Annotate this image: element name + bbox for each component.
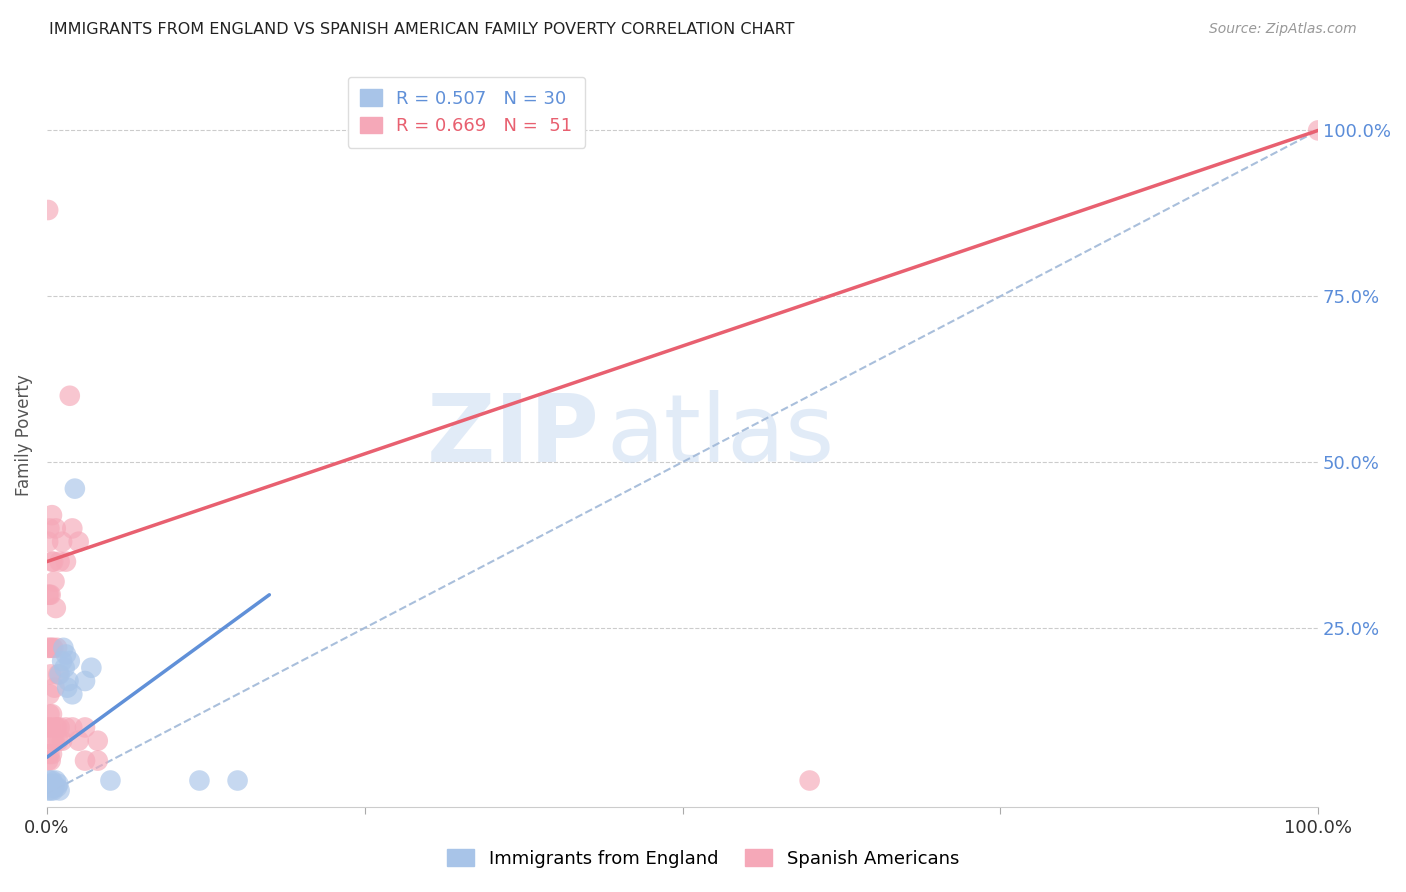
Point: [226, 773, 249, 788]
Point: [46, 721, 69, 735]
Point: [51, 654, 73, 668]
Point: [59, 654, 82, 668]
Point: [42, 783, 65, 797]
Point: [39, 754, 62, 768]
Point: [51, 733, 73, 747]
Point: [42, 555, 65, 569]
Point: [67, 733, 90, 747]
Point: [48, 555, 70, 569]
Point: [38, 521, 60, 535]
Text: ZIP: ZIP: [427, 390, 600, 482]
Point: [38, 588, 60, 602]
Point: [37, 780, 59, 794]
Point: [37, 783, 59, 797]
Point: [100, 773, 122, 788]
Point: [38, 780, 60, 794]
Point: [39, 777, 62, 791]
Text: atlas: atlas: [606, 390, 835, 482]
Point: [41, 747, 63, 761]
Point: [44, 681, 66, 695]
Point: [39, 783, 62, 797]
Point: [45, 601, 67, 615]
Point: [80, 661, 103, 675]
Y-axis label: Family Poverty: Family Poverty: [15, 375, 32, 497]
Point: [55, 648, 77, 662]
Point: [41, 555, 63, 569]
Text: IMMIGRANTS FROM ENGLAND VS SPANISH AMERICAN FAMILY POVERTY CORRELATION CHART: IMMIGRANTS FROM ENGLAND VS SPANISH AMERI…: [49, 22, 794, 37]
Point: [55, 555, 77, 569]
Point: [44, 780, 66, 794]
Point: [38, 640, 60, 655]
Point: [37, 202, 59, 217]
Point: [46, 733, 69, 747]
Point: [39, 721, 62, 735]
Point: [46, 667, 69, 681]
Legend: R = 0.507   N = 30, R = 0.669   N =  51: R = 0.507 N = 30, R = 0.669 N = 51: [347, 77, 585, 148]
Point: [45, 773, 67, 788]
Point: [1308, 123, 1330, 137]
Point: [73, 754, 96, 768]
Point: [48, 783, 70, 797]
Point: [188, 773, 211, 788]
Point: [37, 534, 59, 549]
Point: [42, 777, 65, 791]
Point: [53, 661, 76, 675]
Point: [38, 707, 60, 722]
Point: [45, 521, 67, 535]
Point: [59, 389, 82, 403]
Point: [67, 534, 90, 549]
Point: [58, 673, 80, 688]
Point: [42, 733, 65, 747]
Point: [37, 721, 59, 735]
Point: [41, 780, 63, 794]
Point: [73, 673, 96, 688]
Point: [37, 588, 59, 602]
Point: [37, 754, 59, 768]
Point: [42, 640, 65, 655]
Point: [44, 574, 66, 589]
Point: [51, 534, 73, 549]
Point: [60, 721, 83, 735]
Point: [38, 687, 60, 701]
Point: [38, 773, 60, 788]
Point: [38, 747, 60, 761]
Point: [41, 640, 63, 655]
Point: [45, 721, 67, 735]
Point: [55, 721, 77, 735]
Point: [46, 640, 69, 655]
Point: [87, 733, 110, 747]
Point: [41, 773, 63, 788]
Point: [48, 721, 70, 735]
Point: [52, 640, 75, 655]
Point: [63, 482, 86, 496]
Legend: Immigrants from England, Spanish Americans: Immigrants from England, Spanish America…: [436, 838, 970, 879]
Point: [46, 780, 69, 794]
Point: [44, 733, 66, 747]
Point: [37, 640, 59, 655]
Point: [799, 773, 821, 788]
Point: [46, 777, 69, 791]
Point: [87, 754, 110, 768]
Point: [41, 508, 63, 523]
Point: [73, 721, 96, 735]
Text: Source: ZipAtlas.com: Source: ZipAtlas.com: [1209, 22, 1357, 37]
Point: [60, 687, 83, 701]
Point: [39, 667, 62, 681]
Point: [56, 681, 79, 695]
Point: [48, 667, 70, 681]
Point: [41, 707, 63, 722]
Point: [39, 588, 62, 602]
Point: [60, 521, 83, 535]
